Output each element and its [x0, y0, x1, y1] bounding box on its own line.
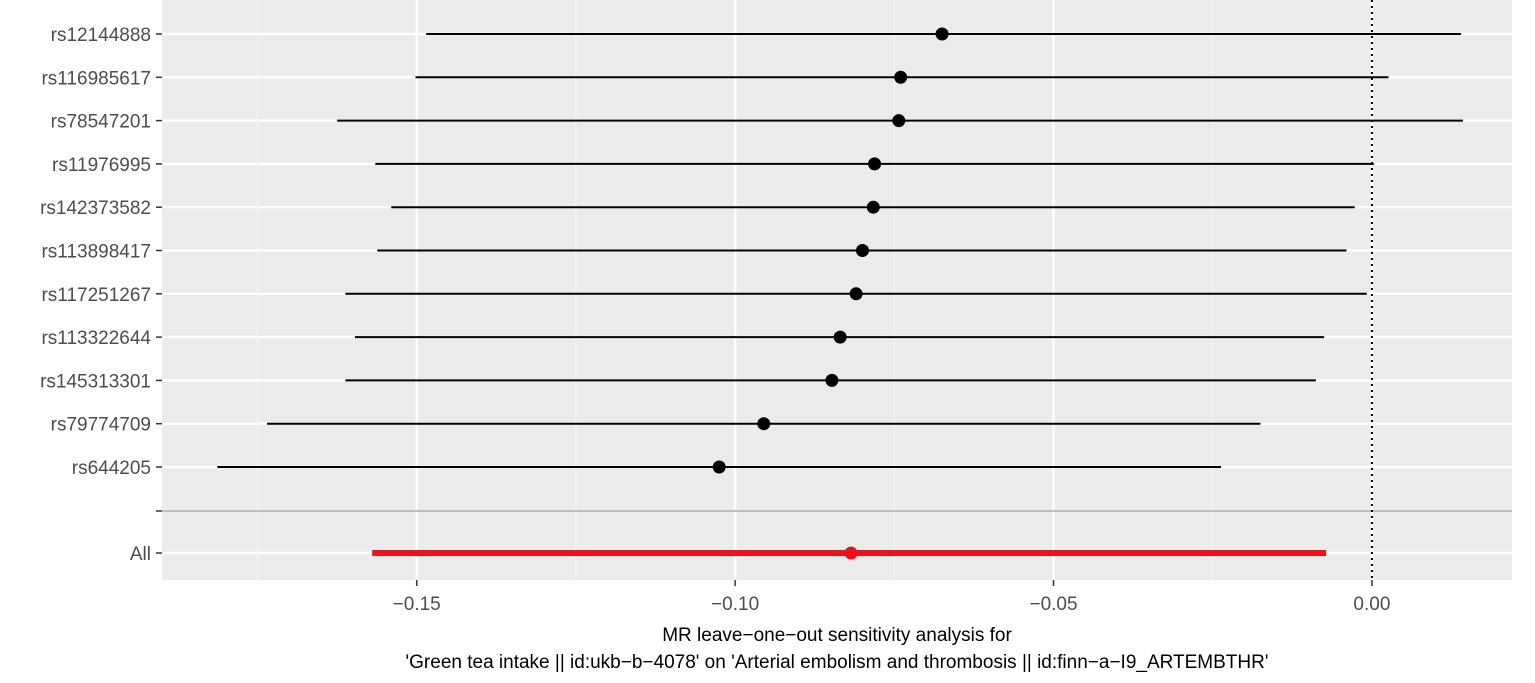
y-label-rs78547201: rs78547201 — [51, 112, 151, 133]
point-overall — [844, 546, 858, 560]
point-rs145313301 — [825, 373, 839, 387]
point-rs11976995 — [868, 157, 882, 171]
y-label-rs117251267: rs117251267 — [41, 285, 151, 306]
point-rs113322644 — [833, 330, 847, 344]
plot-panel — [162, 0, 1512, 580]
y-axis-labels: rs12144888 rs116985617 rs78547201 rs1197699… — [40, 25, 162, 565]
point-rs116985617 — [894, 70, 908, 84]
point-rs12144888 — [935, 27, 949, 41]
y-label-overall: All — [130, 544, 151, 565]
y-label-rs142373582: rs142373582 — [40, 198, 151, 219]
point-rs117251267 — [849, 287, 863, 301]
x-tick-label: −0.15 — [393, 594, 441, 615]
point-rs78547201 — [892, 114, 906, 128]
point-estimates — [712, 27, 949, 560]
y-label-rs145313301: rs145313301 — [40, 371, 151, 392]
y-label-rs116985617: rs116985617 — [41, 68, 151, 89]
x-tick-label: −0.10 — [711, 594, 759, 615]
y-label-rs644205: rs644205 — [72, 458, 151, 479]
x-tick-label: 0.00 — [1353, 594, 1390, 615]
y-label-rs12144888: rs12144888 — [51, 25, 151, 46]
x-axis-title-line-2: 'Green tea intake || id:ukb−b−4078' on '… — [406, 652, 1269, 673]
y-label-rs113898417: rs113898417 — [41, 242, 151, 263]
point-rs644205 — [712, 460, 726, 474]
point-rs113898417 — [855, 244, 869, 257]
y-label-rs11976995: rs11976995 — [52, 155, 151, 176]
x-tick-label: −0.05 — [1029, 594, 1077, 615]
y-label-rs79774709: rs79774709 — [51, 415, 151, 436]
point-rs142373582 — [866, 200, 880, 214]
point-rs79774709 — [757, 417, 771, 431]
y-label-rs113322644: rs113322644 — [41, 328, 151, 349]
x-axis-title-line-1: MR leave−one−out sensitivity analysis fo… — [662, 625, 1012, 646]
x-axis-ticks: −0.15 −0.10 −0.05 0.00 — [393, 580, 1390, 615]
